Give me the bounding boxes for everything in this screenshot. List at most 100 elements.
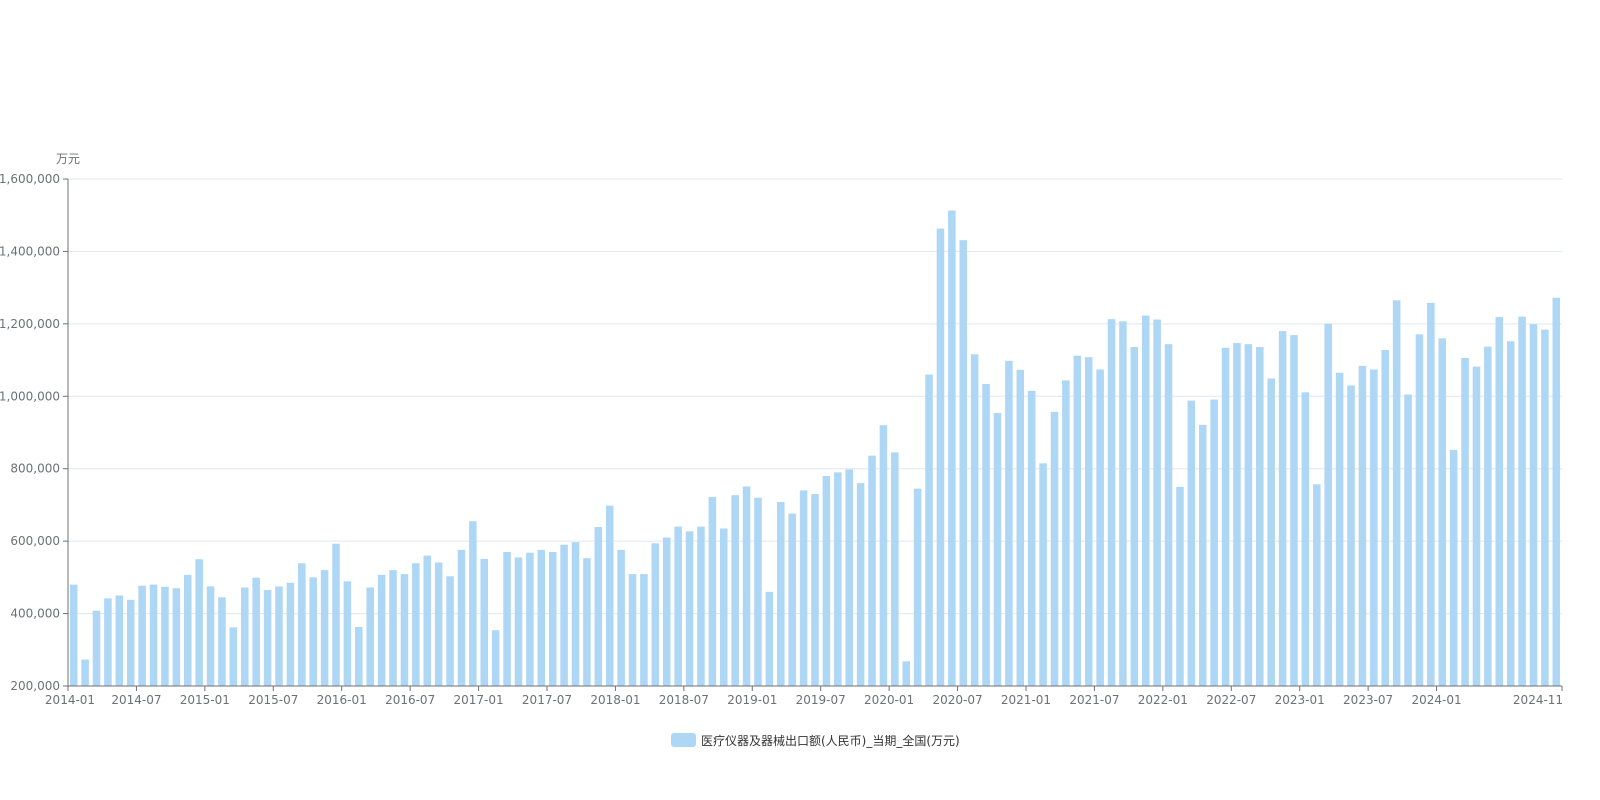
- bar-2020-11[interactable]: [1005, 360, 1013, 686]
- bar-2014-08[interactable]: [149, 584, 158, 686]
- bar-2022-03[interactable]: [1187, 400, 1196, 686]
- bar-2015-06[interactable]: [263, 590, 272, 686]
- bar-2024-03[interactable]: [1461, 357, 1469, 686]
- bar-2016-07[interactable]: [412, 563, 420, 686]
- bar-2023-03[interactable]: [1324, 323, 1332, 686]
- bar-2015-05[interactable]: [252, 577, 260, 686]
- bar-2022-10[interactable]: [1267, 378, 1275, 686]
- bar-2023-11[interactable]: [1415, 334, 1424, 686]
- bar-2019-10[interactable]: [856, 483, 865, 686]
- bar-2022-12[interactable]: [1290, 335, 1298, 686]
- bar-2022-06[interactable]: [1221, 347, 1230, 686]
- bar-2023-01[interactable]: [1301, 392, 1310, 686]
- bar-2023-05[interactable]: [1347, 385, 1355, 686]
- bar-2015-11[interactable]: [320, 570, 329, 686]
- bar-2020-08[interactable]: [970, 354, 979, 686]
- bar-2016-03[interactable]: [366, 587, 374, 686]
- bar-2017-08[interactable]: [560, 544, 568, 686]
- bar-2022-08[interactable]: [1244, 344, 1253, 686]
- bar-2019-08[interactable]: [834, 472, 842, 686]
- legend[interactable]: 医疗仪器及器械出口额(人民币)_当期_全国(万元): [671, 733, 960, 748]
- bar-2015-08[interactable]: [286, 582, 295, 686]
- bar-2022-11[interactable]: [1278, 331, 1287, 686]
- bar-2014-07[interactable]: [138, 585, 146, 686]
- bar-2023-02[interactable]: [1313, 484, 1321, 686]
- bar-2014-03[interactable]: [92, 610, 101, 686]
- bar-2017-01[interactable]: [480, 558, 489, 686]
- bar-2014-04[interactable]: [104, 598, 112, 686]
- bar-2020-04[interactable]: [925, 374, 933, 686]
- bar-2017-10[interactable]: [583, 558, 591, 686]
- bar-2024-02[interactable]: [1449, 449, 1458, 686]
- bar-2020-03[interactable]: [913, 488, 922, 686]
- bar-2021-08[interactable]: [1107, 319, 1116, 686]
- bar-2017-11[interactable]: [594, 527, 603, 686]
- bar-2018-04[interactable]: [651, 543, 660, 686]
- bar-2020-06[interactable]: [948, 210, 956, 687]
- bar-2016-04[interactable]: [377, 574, 386, 686]
- bar-2021-09[interactable]: [1119, 321, 1127, 686]
- bar-2017-03[interactable]: [503, 552, 511, 686]
- bar-2016-06[interactable]: [400, 574, 409, 686]
- bar-2017-07[interactable]: [548, 552, 557, 686]
- bar-2018-02[interactable]: [628, 574, 637, 686]
- bar-2021-04[interactable]: [1062, 380, 1070, 686]
- bar-2023-07[interactable]: [1370, 369, 1378, 686]
- bar-2021-01[interactable]: [1027, 390, 1036, 686]
- bar-2017-09[interactable]: [571, 542, 580, 686]
- bar-2022-09[interactable]: [1256, 347, 1264, 686]
- bar-2016-08[interactable]: [423, 555, 432, 686]
- legend-label[interactable]: 医疗仪器及器械出口额(人民币)_当期_全国(万元): [701, 733, 960, 748]
- bar-2020-02[interactable]: [902, 661, 911, 686]
- bar-2019-04[interactable]: [788, 513, 796, 686]
- bar-2018-09[interactable]: [708, 496, 717, 686]
- bar-2019-07[interactable]: [822, 475, 831, 686]
- bar-2024-04[interactable]: [1472, 366, 1481, 686]
- bar-2014-11[interactable]: [183, 574, 192, 686]
- bar-2015-10[interactable]: [309, 577, 317, 686]
- bar-2024-01[interactable]: [1438, 338, 1447, 686]
- bar-2022-01[interactable]: [1164, 344, 1173, 686]
- bar-2015-12[interactable]: [332, 543, 340, 686]
- bar-2024-10[interactable]: [1541, 329, 1549, 686]
- bar-2018-12[interactable]: [742, 486, 751, 686]
- bar-2023-08[interactable]: [1381, 349, 1389, 686]
- bar-2020-09[interactable]: [982, 383, 990, 686]
- bar-2015-01[interactable]: [206, 586, 215, 686]
- bar-2024-08[interactable]: [1518, 316, 1526, 686]
- bar-2019-05[interactable]: [799, 490, 808, 686]
- bar-2018-01[interactable]: [617, 549, 625, 686]
- bar-2016-01[interactable]: [343, 581, 352, 686]
- bar-2017-06[interactable]: [537, 549, 546, 686]
- bar-2017-02[interactable]: [491, 630, 500, 686]
- bar-2018-05[interactable]: [662, 537, 671, 686]
- bar-2020-12[interactable]: [1016, 369, 1025, 686]
- bar-2018-06[interactable]: [674, 526, 682, 686]
- bar-2018-10[interactable]: [719, 528, 728, 686]
- bar-2023-10[interactable]: [1404, 394, 1412, 686]
- bar-2014-06[interactable]: [126, 599, 135, 686]
- bar-2014-02[interactable]: [81, 659, 89, 686]
- bar-2024-06[interactable]: [1495, 316, 1504, 686]
- bar-2023-09[interactable]: [1392, 300, 1401, 686]
- bar-2014-01[interactable]: [69, 584, 78, 686]
- bar-2017-12[interactable]: [605, 505, 614, 686]
- bar-2015-09[interactable]: [298, 563, 306, 686]
- bar-2018-11[interactable]: [731, 495, 739, 686]
- bar-2019-06[interactable]: [811, 494, 819, 686]
- bar-2022-05[interactable]: [1210, 399, 1218, 686]
- bar-2014-10[interactable]: [172, 588, 181, 686]
- bar-2016-05[interactable]: [389, 570, 397, 686]
- bar-2021-05[interactable]: [1073, 355, 1082, 686]
- bar-2024-09[interactable]: [1529, 324, 1538, 686]
- bar-2016-11[interactable]: [457, 549, 466, 686]
- bar-2023-06[interactable]: [1358, 365, 1367, 686]
- bar-2014-05[interactable]: [115, 595, 124, 686]
- bar-2024-05[interactable]: [1484, 346, 1492, 686]
- bar-2019-11[interactable]: [868, 455, 876, 686]
- bar-2021-07[interactable]: [1096, 369, 1104, 686]
- bar-2016-12[interactable]: [469, 521, 477, 686]
- bar-2020-05[interactable]: [936, 228, 945, 686]
- bar-2018-03[interactable]: [640, 574, 648, 686]
- bar-2018-07[interactable]: [685, 531, 694, 686]
